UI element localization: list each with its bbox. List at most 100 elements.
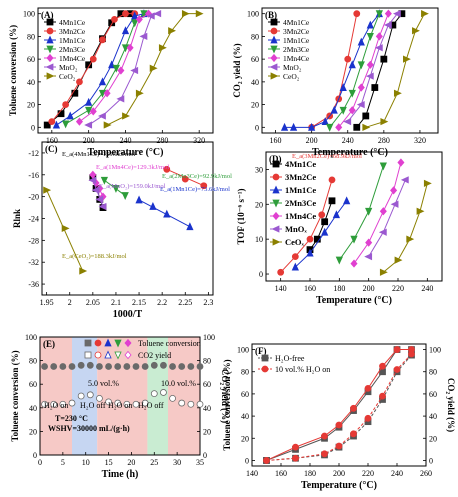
data-point [339,106,347,115]
activation-energy-label: E_a(1Mn1Ce)=73.6kJ/mol [160,186,230,193]
panel-label: (E) [43,339,55,349]
data-point [50,400,58,408]
legend-label: 10 vol.% H₂O on [275,365,330,374]
x-tick-label: 20 [127,458,135,467]
data-point [280,122,289,131]
series-line [138,199,191,228]
data-point [103,121,112,129]
chart-panel: 140 160 180 200 220 240 0 10 20 30 (D) Temperature … [236,151,443,306]
x-tick-label: 15 [105,458,113,467]
y-tick-label: 20 [241,434,249,443]
data-point [89,55,97,63]
data-point [141,399,149,407]
legend-marker [124,338,132,348]
legend-marker [46,35,54,44]
y-tick-label: 60 [241,390,249,399]
legend-marker [84,339,92,347]
data-point [178,363,186,370]
x-tick-label: 140 [275,284,287,293]
legend-marker [46,27,54,35]
data-point [88,176,97,184]
legend-marker [46,53,54,63]
data-point [85,106,93,115]
y2-tick-label: 20 [429,434,437,443]
y-tick-label: 80 [241,368,249,377]
data-point [366,20,374,29]
data-point [350,404,357,412]
legend-marker [270,18,278,26]
data-point [123,400,131,408]
data-point [365,238,373,247]
legend-marker [45,63,54,71]
data-point [112,185,120,193]
data-point [326,123,334,132]
data-point [169,394,176,402]
x-tick-label: 5 [61,458,65,467]
data-point [353,123,361,131]
x-tick-label: 10 [82,458,90,467]
y-tick-label: 100 [247,10,259,19]
legend-marker [270,72,279,80]
data-point [62,120,70,129]
data-point [163,165,171,173]
y2-tick-label: 100 [203,333,215,342]
x-tick-label: 25 [150,458,158,467]
x-tick-label: 2.15 [132,298,146,307]
y-tick-label: 40 [251,78,259,87]
series [277,176,336,276]
y2-tick-label: 60 [203,380,211,389]
y-tick-label: 10 [255,235,263,244]
data-point [149,202,157,210]
data-point [103,89,111,98]
x-tick-label: 2 [68,298,72,307]
data-point [75,117,83,126]
data-point [365,207,373,216]
y2-tick-label: 40 [429,412,437,421]
x-tick-label: 160 [304,284,316,293]
plot-frame [265,151,443,282]
y-axis-label: CO₂ yield (%) [232,43,242,97]
data-point [114,399,122,407]
data-point [379,268,388,276]
y-tick-label: 0 [245,456,249,465]
data-point [383,21,392,29]
data-point [348,60,356,69]
chart-panel: 140 160 180 200 220 240 260 0 0 20 20 40 40 60 60 80 80 1… [222,343,456,491]
y-tick-label: 30 [255,165,263,174]
data-point [357,83,365,92]
legend-marker [46,18,54,26]
data-point [291,262,299,271]
x-axis-label: Temperature (°C) [301,480,377,491]
y-tick-label: 60 [29,380,37,389]
data-point [393,366,401,373]
x-tick-label: 200 [306,136,318,145]
x-tick-label: 280 [378,136,390,145]
series [84,10,162,129]
data-point [196,400,204,408]
legend-marker [270,45,278,54]
data-point [50,363,58,370]
y-axis-label: Rlnk [12,209,22,228]
data-point [374,44,383,52]
data-point [393,89,402,97]
data-point [380,55,388,63]
y-tick-label: 60 [27,55,35,64]
data-point [43,121,51,129]
series [335,162,387,265]
activation-energy-label: E_a(4Mn1Ce)=159.6kJ/mol [62,151,135,158]
x-tick-label: 35 [196,458,204,467]
x-tick-label: 240 [421,284,433,293]
data-point [85,97,93,106]
legend-marker [94,339,102,347]
y-tick-label: -20 [28,193,39,202]
y-tick-label: 80 [29,357,37,366]
y-tick-label: 100 [23,10,35,19]
panel-label: (C) [45,144,58,154]
y-tick-label: -16 [28,171,39,180]
data-point [289,122,298,131]
y-tick-label: 0 [255,123,259,132]
series [41,389,204,408]
data-point [364,414,372,422]
data-point [98,202,107,211]
